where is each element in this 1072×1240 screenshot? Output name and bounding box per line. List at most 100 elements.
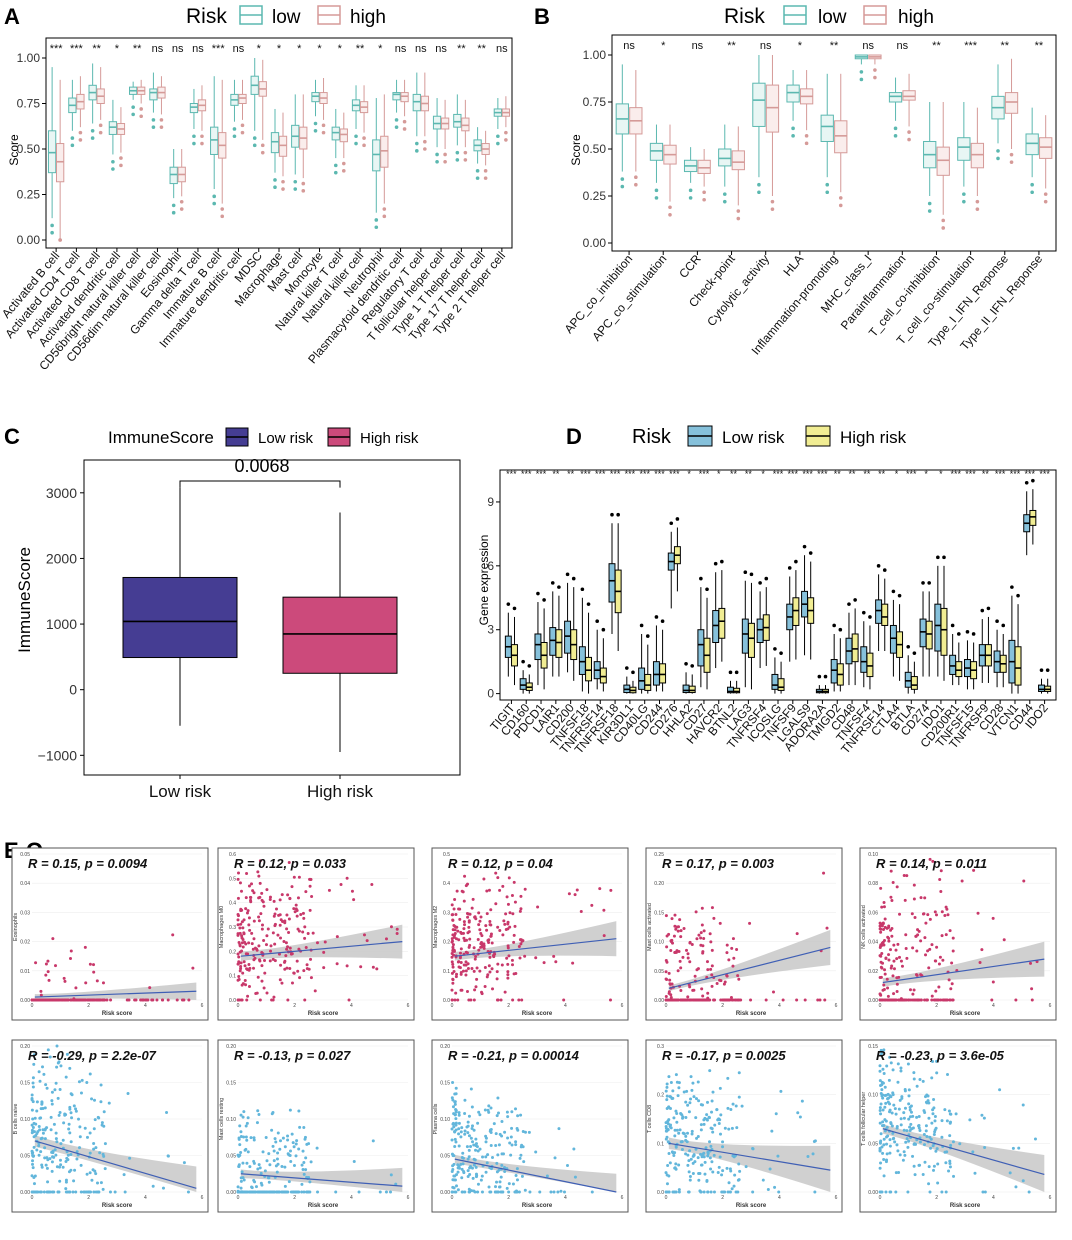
scatter-point (451, 1164, 455, 1168)
scatter-regression-line (454, 1158, 617, 1193)
panel-a-box-high-outlier (58, 238, 62, 242)
scatter-point (774, 1112, 778, 1116)
panel-b-ytick-label: 0.50 (583, 142, 607, 156)
scatter-point (476, 1182, 480, 1186)
scatter-point (42, 1190, 46, 1194)
scatter-point (454, 937, 458, 941)
scatter-point (39, 989, 43, 993)
scatter-point (674, 1109, 678, 1113)
scatter-point (252, 958, 256, 962)
panel-b-ytick-label: 1.00 (583, 48, 607, 62)
scatter-point (347, 998, 351, 1002)
scatter-point (906, 1145, 910, 1149)
scatter-point (921, 912, 925, 916)
scatter-point (252, 1138, 256, 1142)
scatter-point (924, 921, 928, 925)
scatter-point (277, 913, 281, 917)
scatter-point (155, 998, 159, 1002)
scatter-point (294, 1142, 298, 1146)
panel-d-box-high-outlier (660, 619, 665, 624)
scatter-point (737, 977, 741, 981)
panel-b-box-low-outlier (962, 192, 966, 196)
legend-c-low-label: Low risk (258, 430, 314, 447)
scatter-ytick-label: 0.15 (654, 910, 664, 916)
scatter-point (275, 1170, 279, 1174)
panel-a-box-high-outlier (200, 141, 204, 146)
scatter-point (667, 1190, 671, 1194)
scatter-point (470, 1126, 474, 1130)
panel-d-box-low-box (697, 629, 705, 667)
scatter-point (690, 942, 694, 946)
legend-d-low-label: Low risk (722, 428, 785, 447)
scatter-point (899, 1117, 903, 1121)
scatter-point (461, 969, 465, 973)
scatter-point (931, 1112, 935, 1116)
scatter-point (48, 1190, 52, 1194)
scatter-point (102, 1124, 106, 1128)
scatter-point (285, 947, 289, 951)
scatter-point (721, 1145, 725, 1149)
panel-b-sig-label: ** (1000, 40, 1009, 52)
scatter-xlabel: Risk score (102, 1011, 133, 1017)
scatter-ytick-label: 0.02 (868, 969, 878, 975)
scatter-point (932, 1132, 936, 1136)
scatter-point (288, 966, 292, 970)
panel-d-box-high-box (777, 678, 785, 691)
scatter-point (243, 978, 247, 982)
scatter-point (908, 1129, 912, 1133)
panel-b-box-high-box (970, 142, 985, 169)
panel-d-box-high-outlier (882, 568, 887, 572)
panel-a-box-high-outlier (159, 125, 164, 129)
scatter-ytick-label: 0.05 (440, 1154, 450, 1160)
scatter-ytick-label: 0.20 (440, 1044, 450, 1050)
scatter-point (61, 998, 65, 1002)
panel-b-frame (611, 34, 1057, 252)
scatter-point (686, 956, 690, 960)
scatter-point (902, 1150, 906, 1154)
scatter-point (886, 994, 890, 998)
scatter-point (465, 938, 469, 942)
panel-d-sig-label: *** (950, 469, 961, 479)
scatter-point (454, 912, 458, 916)
scatter-point (894, 1112, 898, 1116)
panel-d-box-low-box (949, 654, 957, 675)
scatter-point (904, 933, 908, 937)
panel-a-sig-label: ns (496, 43, 508, 55)
scatter-point (281, 1136, 285, 1140)
scatter-ylabel: Eosinophils (13, 913, 19, 941)
scatter-point (239, 1113, 243, 1117)
panel-d-box-high-outlier (571, 576, 576, 581)
scatter-point (85, 1135, 89, 1139)
scatter-point (668, 1095, 672, 1099)
scatter-point (983, 1190, 987, 1194)
scatter-point (276, 933, 280, 937)
scatter-point (301, 1149, 305, 1153)
panel-d-box-high-outlier (838, 627, 843, 632)
panel-a-box-high-outlier (139, 114, 143, 119)
panel-d-sig-label: *** (506, 469, 517, 479)
scatter-point (62, 976, 66, 980)
scatter-point (892, 943, 896, 947)
scatter-point (468, 1166, 472, 1170)
scatter-point (674, 1162, 678, 1166)
scatter-point (880, 1190, 884, 1194)
scatter-point (72, 1179, 76, 1183)
scatter-point (54, 964, 58, 968)
panel-d-box-high-outlier (690, 664, 695, 668)
scatter-stat-label: R = -0.23, p = 3.6e-05 (876, 1048, 1005, 1063)
panel-d-box-low-outlier (847, 602, 851, 606)
panel-b-box-high-outlier (941, 226, 946, 230)
panel-b-box-high-outlier (668, 213, 672, 217)
scatter-point (675, 1128, 679, 1132)
scatter-point (932, 1164, 936, 1168)
scatter-point (272, 995, 276, 999)
scatter-ytick-label: 0.20 (226, 1044, 236, 1050)
scatter-point (58, 1088, 62, 1092)
scatter-point (55, 1165, 59, 1169)
panel-d-box-high-box (925, 620, 933, 650)
scatter-point (878, 1064, 882, 1068)
panel-d-sig-label: * (761, 469, 765, 479)
scatter-point (703, 1116, 707, 1120)
scatter-point (95, 1181, 99, 1185)
